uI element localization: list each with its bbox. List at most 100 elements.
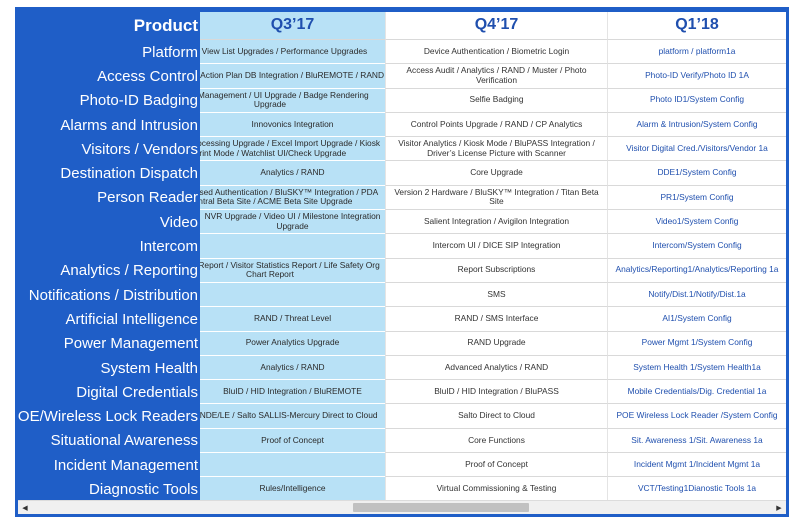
table-row: Digital Credentials BluID / HID Integrati…	[18, 380, 786, 405]
q4-17-cell: Control Points Upgrade / RAND / CP Analy…	[385, 112, 607, 138]
q3-17-cell: Badge Management / UI Upgrade / Badge Re…	[200, 88, 385, 113]
q3-17-cell: NVR Upgrade / Video UI / Milestone Integ…	[200, 210, 385, 235]
table-row: Video NVR Upgrade / Video UI / Milestone …	[18, 210, 786, 235]
table-row: Artificial Intelligence RAND / Threat Lev…	[18, 307, 786, 332]
q3-17-cell-text: RAND / Threat Level	[253, 313, 332, 324]
q1-18-cell: Intercom/System Config	[607, 234, 786, 259]
q3-17-cell-text: Person View List Upgrades / Performance …	[200, 45, 368, 56]
q1-18-cell: Power Mgmt 1/System Config	[607, 331, 786, 356]
q3-17-cell-text: Summary Report / Visitor Statistics Repo…	[200, 259, 380, 280]
table-row: Alarms and Intrusion Innovonics Integrati…	[18, 112, 786, 138]
table-row: Photo-ID BadgingBadge Management / UI Up…	[18, 88, 786, 113]
table-row: Person ReaderServer-Based Authentication…	[18, 185, 786, 211]
q3-17-cell	[200, 282, 385, 308]
q4-17-cell: Core Upgrade	[385, 161, 607, 186]
q4-17-cell: Virtual Commissioning & Testing	[385, 477, 607, 502]
q4-17-cell: Report Subscriptions	[385, 258, 607, 283]
q1-18-cell: Video1/System Config	[607, 210, 786, 235]
scrollbar-thumb[interactable]	[353, 503, 529, 512]
q3-17-cell: Proof of Concept	[200, 428, 385, 454]
horizontal-scrollbar[interactable]: ◀ ▶	[18, 500, 786, 514]
product-name-cell: Notifications / Distribution	[18, 282, 200, 308]
q4-17-cell: Device Authentication / Biometric Login	[385, 40, 607, 65]
table-row: Situational Awareness Proof of Concept Cor…	[18, 428, 786, 454]
product-name-cell: POE/Wireless Lock Readers	[18, 404, 200, 429]
q3-17-cell-text: Innovonics Integration	[251, 118, 334, 129]
q3-17-cell-text: Analytics / RAND	[260, 361, 325, 372]
product-name-cell: Visitors / Vendors	[18, 137, 200, 162]
product-name-cell: Video	[18, 210, 200, 235]
scroll-right-arrow-icon[interactable]: ▶	[776, 504, 782, 512]
q1-18-cell: Mobile Credentials/Dig. Credential 1a	[607, 380, 786, 405]
q3-17-cell-text: Power Analytics Upgrade	[245, 337, 340, 348]
q1-18-cell: POE Wireless Lock Reader /System Config	[607, 404, 786, 429]
q4-17-cell: Version 2 Hardware / BluSKY™ Integration…	[385, 185, 607, 211]
table-row: Visitors / VendorsVendor Processing Upgr…	[18, 137, 786, 162]
q3-17-cell-text: NVR Upgrade / Video UI / Milestone Integ…	[204, 211, 381, 231]
q4-17-cell: Selfie Badging	[385, 88, 607, 113]
table-row: Diagnostic Tools Rules/Intelligence Virtua…	[18, 477, 786, 502]
q1-18-cell: Photo-ID Verify/Photo ID 1A	[607, 64, 786, 89]
table-row: POE/Wireless Lock ReadersAllegion - NDE/…	[18, 404, 786, 429]
q4-17-cell: RAND Upgrade	[385, 331, 607, 356]
q1-18-cell: Incident Mgmt 1/Incident Mgmt 1a	[607, 453, 786, 478]
product-name-cell: Digital Credentials	[18, 380, 200, 405]
scroll-left-arrow-icon[interactable]: ◀	[22, 504, 28, 512]
table-row: System Health Analytics / RAND Advanced An…	[18, 355, 786, 381]
q1-18-cell: PR1/System Config	[607, 185, 786, 211]
q3-17-cell-text: Rules/Intelligence	[259, 483, 326, 494]
product-name-cell: Intercom	[18, 234, 200, 259]
q1-18-cell: platform / platform1a	[607, 40, 786, 65]
q1-18-cell: Visitor Digital Cred./Visitors/Vendor 1a	[607, 137, 786, 162]
q1-18-cell: System Health 1/System Health1a	[607, 355, 786, 381]
q4-17-cell: Visitor Analytics / Kiosk Mode / BluPASS…	[385, 137, 607, 162]
product-name-cell: Destination Dispatch	[18, 161, 200, 186]
q3-17-cell-text: Analytics / RAND	[260, 167, 325, 178]
q4-17-cell: Intercom UI / DICE SIP Integration	[385, 234, 607, 259]
header-row: Product Q3’17 Q4’17 Q1’18	[18, 12, 786, 40]
table-row: PlatformPerson View List Upgrades / Perf…	[18, 40, 786, 65]
q3-17-cell: Power Analytics Upgrade	[200, 331, 385, 356]
header-q4-17: Q4’17	[385, 12, 607, 40]
product-name-cell: Incident Management	[18, 453, 200, 478]
q3-17-cell: BluID / HID Integration / BluREMOTE	[200, 380, 385, 405]
header-q3-17: Q3’17	[200, 12, 385, 40]
table-row: Access ControlEmergency Action Plan DB I…	[18, 64, 786, 89]
q3-17-cell: Server-Based Authentication / BluSKY™ In…	[200, 185, 385, 211]
q3-17-cell-text: Allegion - NDE/LE / Salto SALLIS-Mercury…	[200, 410, 378, 421]
q1-18-cell: AI1/System Config	[607, 307, 786, 332]
product-name-cell: System Health	[18, 355, 200, 381]
q3-17-cell: Rules/Intelligence	[200, 477, 385, 502]
q1-18-cell: VCT/Testing1Dianostic Tools 1a	[607, 477, 786, 502]
product-name-cell: Person Reader	[18, 185, 200, 211]
q4-17-cell: RAND / SMS Interface	[385, 307, 607, 332]
q3-17-cell: Vendor Processing Upgrade / Excel Import…	[200, 137, 385, 162]
q3-17-cell: Allegion - NDE/LE / Salto SALLIS-Mercury…	[200, 404, 385, 429]
q3-17-cell: Person View List Upgrades / Performance …	[200, 40, 385, 65]
q4-17-cell: SMS	[385, 282, 607, 308]
q4-17-cell: Salto Direct to Cloud	[385, 404, 607, 429]
q3-17-cell: Analytics / RAND	[200, 355, 385, 381]
product-name-cell: Platform	[18, 40, 200, 65]
product-name-cell: Access Control	[18, 64, 200, 89]
q3-17-cell-text: Badge Management / UI Upgrade / Badge Re…	[200, 89, 369, 110]
product-name-cell: Power Management	[18, 331, 200, 356]
q4-17-cell: Core Functions	[385, 428, 607, 454]
product-name-cell: Analytics / Reporting	[18, 258, 200, 283]
q1-18-cell: Notify/Dist.1/Notify/Dist.1a	[607, 282, 786, 308]
q3-17-cell: RAND / Threat Level	[200, 307, 385, 332]
q4-17-cell: Advanced Analytics / RAND	[385, 355, 607, 381]
q3-17-cell-text: Server-Based Authentication / BluSKY™ In…	[200, 186, 379, 207]
product-name-cell: Diagnostic Tools	[18, 477, 200, 502]
q1-18-cell: Sit. Awareness 1/Sit. Awareness 1a	[607, 428, 786, 454]
table-row: Incident Management Proof of Concept Incid…	[18, 453, 786, 478]
table-row: Power Management Power Analytics Upgrade R…	[18, 331, 786, 356]
q3-17-cell: Emergency Action Plan DB Integration / B…	[200, 64, 385, 89]
q4-17-cell: Proof of Concept	[385, 453, 607, 478]
q3-17-cell: Summary Report / Visitor Statistics Repo…	[200, 258, 385, 283]
q1-18-cell: Alarm & Intrusion/System Config	[607, 112, 786, 138]
table-row: Intercom Intercom UI / DICE SIP Integrati…	[18, 234, 786, 259]
roadmap-sheet: Product Q3’17 Q4’17 Q1’18 PlatformPerson…	[15, 7, 789, 517]
product-name-cell: Situational Awareness	[18, 428, 200, 454]
q4-17-cell: BluID / HID Integration / BluPASS	[385, 380, 607, 405]
